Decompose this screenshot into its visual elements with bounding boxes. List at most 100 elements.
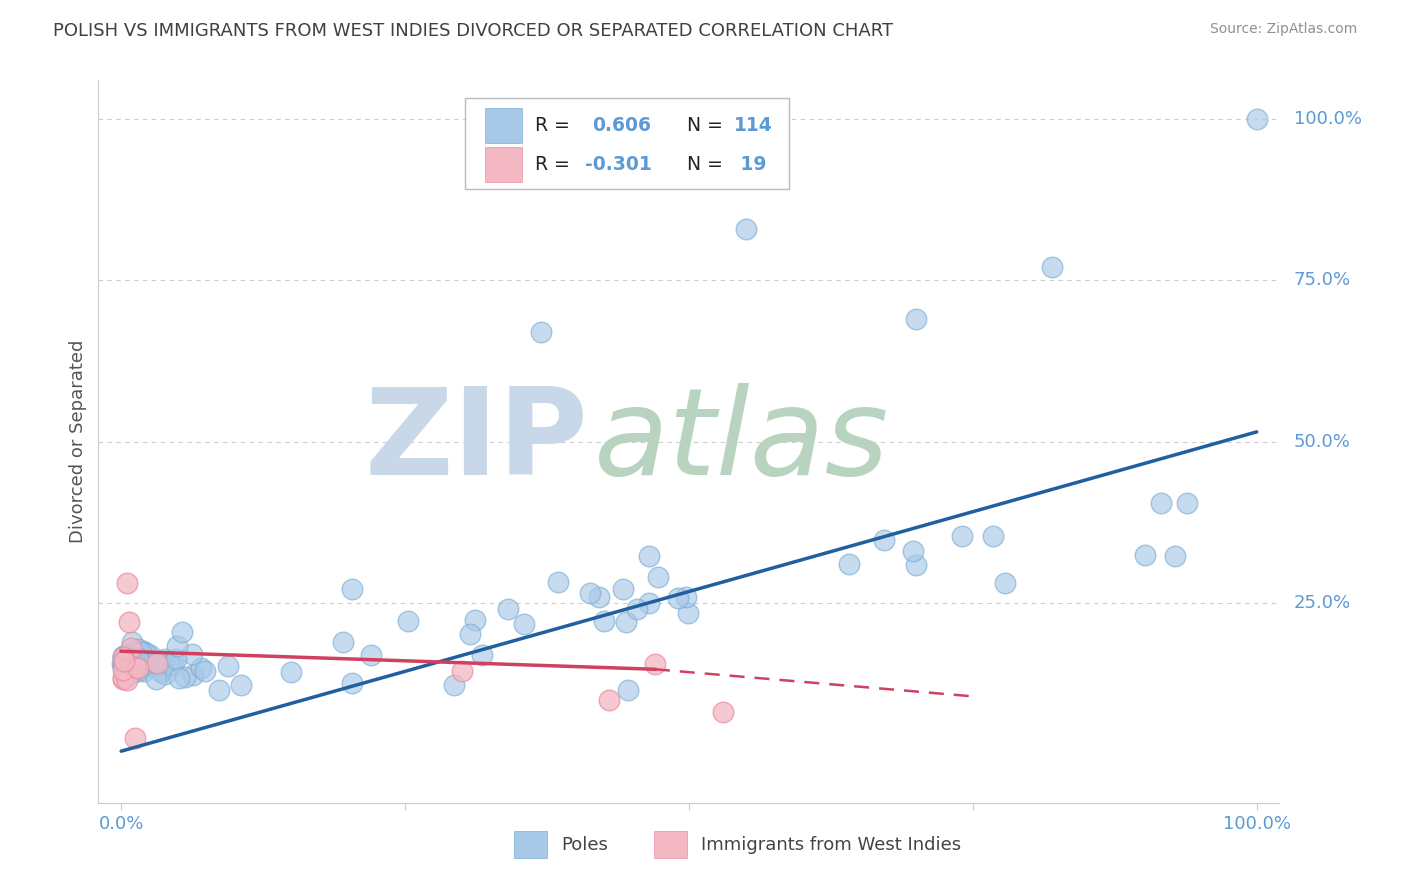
Point xyxy=(530,325,553,339)
Point xyxy=(167,671,190,685)
Point xyxy=(146,656,169,670)
Point xyxy=(125,657,148,672)
Text: Immigrants from West Indies: Immigrants from West Indies xyxy=(700,836,960,854)
Text: ZIP: ZIP xyxy=(364,383,589,500)
Point xyxy=(135,646,157,660)
Point xyxy=(118,615,141,630)
Point xyxy=(450,664,472,678)
Point xyxy=(159,658,181,673)
Text: 50.0%: 50.0% xyxy=(1294,433,1351,450)
Point xyxy=(614,615,637,629)
Point xyxy=(644,657,666,672)
Point xyxy=(132,644,155,658)
Point xyxy=(905,312,928,326)
Point xyxy=(1164,549,1187,564)
Point xyxy=(981,529,1004,543)
Point xyxy=(142,655,165,669)
Point xyxy=(903,544,925,558)
Point xyxy=(111,648,134,663)
Point xyxy=(114,665,136,679)
Point xyxy=(124,660,146,674)
Point xyxy=(127,663,149,677)
Point xyxy=(112,654,135,668)
Point xyxy=(950,529,973,543)
Point xyxy=(135,657,157,672)
Point xyxy=(118,658,141,673)
Point xyxy=(593,614,616,628)
Point xyxy=(122,645,145,659)
Text: 100.0%: 100.0% xyxy=(1294,110,1361,128)
Point xyxy=(668,591,690,606)
Point xyxy=(340,676,363,690)
Point xyxy=(458,626,481,640)
Point xyxy=(127,651,149,665)
Point xyxy=(111,657,134,671)
Point xyxy=(181,668,204,682)
Point xyxy=(471,648,494,663)
Bar xyxy=(485,108,523,143)
Point xyxy=(132,659,155,673)
Point xyxy=(905,558,928,572)
Point xyxy=(124,661,146,675)
Text: 25.0%: 25.0% xyxy=(1294,594,1351,612)
Point xyxy=(149,665,172,679)
Point xyxy=(112,672,135,686)
Point xyxy=(513,616,536,631)
Point xyxy=(118,653,141,667)
Point xyxy=(114,664,136,678)
Point xyxy=(129,645,152,659)
Text: atlas: atlas xyxy=(595,383,890,500)
Point xyxy=(112,671,135,685)
Point xyxy=(112,663,135,677)
Text: 0.606: 0.606 xyxy=(592,116,651,135)
Point xyxy=(172,625,194,640)
Point xyxy=(127,664,149,678)
Point xyxy=(148,657,170,672)
Point xyxy=(873,533,896,547)
Point xyxy=(360,648,382,662)
Point xyxy=(180,648,202,662)
Point xyxy=(120,648,142,662)
Point xyxy=(280,665,302,680)
Point xyxy=(190,661,212,675)
Point xyxy=(994,576,1017,591)
Point xyxy=(145,656,167,670)
Point xyxy=(132,665,155,679)
Point xyxy=(676,606,699,620)
Point xyxy=(120,646,142,660)
Point xyxy=(547,575,569,590)
Point xyxy=(1246,112,1268,126)
Point xyxy=(1133,548,1156,562)
Bar xyxy=(515,831,547,858)
Text: N =: N = xyxy=(675,155,728,174)
Point xyxy=(111,652,134,666)
Point xyxy=(162,657,184,672)
Bar xyxy=(654,831,686,858)
Point xyxy=(464,613,486,627)
Point xyxy=(114,651,136,665)
Text: 75.0%: 75.0% xyxy=(1294,271,1351,289)
Point xyxy=(118,664,141,678)
Point xyxy=(166,639,188,653)
Text: 19: 19 xyxy=(734,155,766,174)
Point xyxy=(139,648,162,662)
Point xyxy=(1040,260,1063,275)
Point xyxy=(340,582,363,596)
Point xyxy=(174,670,197,684)
Text: Poles: Poles xyxy=(561,836,609,854)
Point xyxy=(118,661,141,675)
Point xyxy=(1175,496,1198,510)
Point xyxy=(579,586,602,600)
Text: Source: ZipAtlas.com: Source: ZipAtlas.com xyxy=(1209,22,1357,37)
Text: 114: 114 xyxy=(734,116,772,135)
Point xyxy=(153,652,176,666)
Point xyxy=(120,660,142,674)
Point xyxy=(838,558,860,572)
Point xyxy=(217,658,239,673)
Point xyxy=(153,666,176,681)
Point xyxy=(598,692,620,706)
Point xyxy=(149,656,172,670)
Y-axis label: Divorced or Separated: Divorced or Separated xyxy=(69,340,87,543)
Point xyxy=(165,651,187,665)
Point xyxy=(121,657,143,672)
